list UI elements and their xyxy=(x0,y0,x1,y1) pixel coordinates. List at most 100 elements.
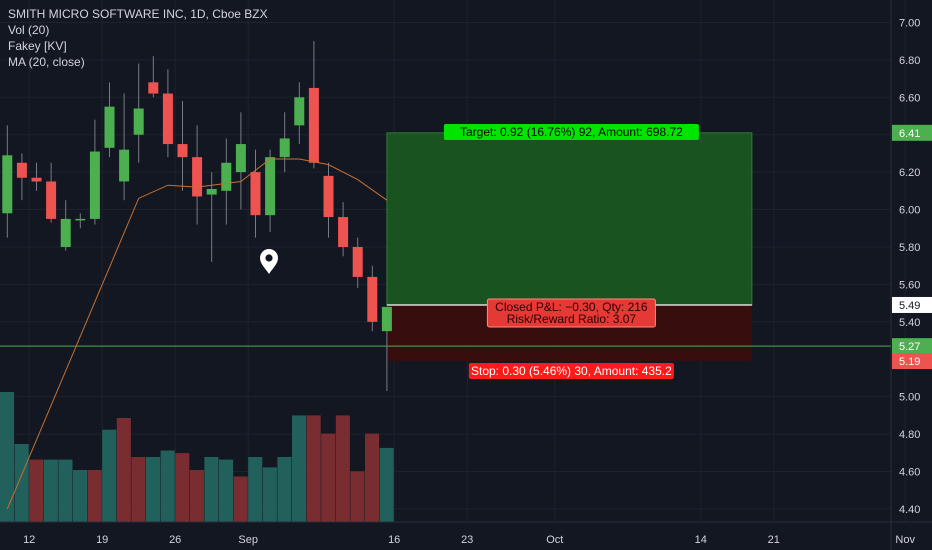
candle-body[interactable] xyxy=(133,108,144,135)
volume-bar xyxy=(131,457,146,522)
map-marker-hole xyxy=(265,254,273,262)
candle-body[interactable] xyxy=(89,151,100,219)
volume-bar xyxy=(335,415,350,522)
x-tick-label: 26 xyxy=(169,534,181,546)
volume-bar xyxy=(306,415,321,522)
candle-body[interactable] xyxy=(104,106,115,148)
price-label-box[interactable] xyxy=(892,338,932,355)
candle-body[interactable] xyxy=(60,218,71,247)
x-tick-label: 12 xyxy=(23,534,35,546)
volume-bar xyxy=(43,459,58,522)
price-label: 5.19 xyxy=(899,356,920,368)
price-label-box[interactable] xyxy=(892,296,932,313)
target-label-box[interactable] xyxy=(443,124,699,140)
y-tick-label: 6.00 xyxy=(899,205,920,217)
y-tick-label: 6.20 xyxy=(899,167,920,179)
volume-bar xyxy=(73,470,88,522)
pnl-label: Closed P&L: −0.30, Qty: 216 xyxy=(495,300,648,314)
ma-line xyxy=(6,158,388,510)
volume-bar xyxy=(175,453,190,522)
volume-bar xyxy=(292,415,307,522)
volume-bar xyxy=(262,467,277,522)
map-marker-icon xyxy=(260,249,278,274)
volume-bar xyxy=(189,470,204,522)
price-label-box[interactable] xyxy=(892,353,932,370)
candle-body[interactable] xyxy=(177,144,188,158)
legend: SMITH MICRO SOFTWARE INC, 1D, Cboe BZX V… xyxy=(8,6,268,70)
x-tick-label: 21 xyxy=(768,534,780,546)
candle-body[interactable] xyxy=(250,172,261,216)
candle-body[interactable] xyxy=(221,162,232,191)
volume-bar xyxy=(160,450,175,522)
y-tick-label: 5.00 xyxy=(899,392,920,404)
candle-body[interactable] xyxy=(75,218,86,221)
volume-bar xyxy=(233,476,248,522)
volume-bar xyxy=(102,429,117,522)
x-tick-label: Nov xyxy=(895,534,915,546)
candle-body[interactable] xyxy=(279,138,290,158)
candle-body[interactable] xyxy=(31,177,42,182)
volume-bar xyxy=(219,459,234,522)
price-label: 6.41 xyxy=(899,128,920,140)
volume-bar xyxy=(116,418,131,522)
y-tick-label: 5.80 xyxy=(899,242,920,254)
candle-body[interactable] xyxy=(352,246,363,277)
y-tick-label: 6.80 xyxy=(899,55,920,67)
y-tick-label: 6.60 xyxy=(899,92,920,104)
candle-body[interactable] xyxy=(16,162,27,178)
stop-label: Stop: 0.30 (5.46%) 30, Amount: 435.2 xyxy=(471,364,672,378)
candle-body[interactable] xyxy=(192,157,203,197)
volume-bar xyxy=(350,471,365,522)
y-tick-label: 5.60 xyxy=(899,279,920,291)
candle-body[interactable] xyxy=(323,175,334,218)
volume-bar xyxy=(248,457,263,522)
candle-body[interactable] xyxy=(294,97,305,126)
candle-body[interactable] xyxy=(265,157,276,216)
y-tick-label: 4.40 xyxy=(899,504,920,516)
x-tick-label: 14 xyxy=(695,534,707,546)
legend-ma[interactable]: MA (20, close) xyxy=(8,55,85,69)
volume-bar xyxy=(87,470,102,522)
volume-bar xyxy=(365,433,380,522)
volume-bar xyxy=(321,433,336,522)
volume-bar xyxy=(204,457,219,522)
x-tick-label: 16 xyxy=(388,534,400,546)
x-tick-label: 23 xyxy=(461,534,473,546)
price-label: 5.49 xyxy=(899,300,920,312)
volume-bar xyxy=(58,459,73,522)
y-tick-label: 4.60 xyxy=(899,466,920,478)
volume-bar xyxy=(29,459,44,522)
target-zone[interactable] xyxy=(386,132,753,306)
legend-vol[interactable]: Vol (20) xyxy=(8,23,50,37)
volume-bar xyxy=(0,392,15,522)
pnl-label-box[interactable] xyxy=(486,298,656,328)
candle-body[interactable] xyxy=(162,93,173,145)
candle-body[interactable] xyxy=(367,276,378,322)
candle-body[interactable] xyxy=(235,144,246,173)
candle-body[interactable] xyxy=(381,306,392,332)
legend-fakey[interactable]: Fakey [KV] xyxy=(8,39,67,53)
candle-body[interactable] xyxy=(119,149,130,182)
x-tick-label: 19 xyxy=(96,534,108,546)
target-label: Target: 0.92 (16.76%) 92, Amount: 698.72 xyxy=(460,125,683,139)
legend-title[interactable]: SMITH MICRO SOFTWARE INC, 1D, Cboe BZX xyxy=(8,7,268,21)
rr-label: Risk/Reward Ratio: 3.07 xyxy=(507,312,637,326)
candle-body[interactable] xyxy=(2,155,13,214)
x-tick-label: Oct xyxy=(546,534,563,546)
y-tick-label: 7.00 xyxy=(899,17,920,29)
price-label: 5.27 xyxy=(899,341,920,353)
stop-label-box[interactable] xyxy=(468,363,674,379)
candle-body[interactable] xyxy=(206,188,217,195)
candle-body[interactable] xyxy=(46,181,57,219)
x-tick-label: Sep xyxy=(238,534,258,546)
volume-bar xyxy=(277,457,292,522)
candle-body[interactable] xyxy=(338,217,349,247)
candle-body[interactable] xyxy=(148,82,159,94)
volume-bar xyxy=(146,457,161,522)
volume-bar xyxy=(379,447,394,522)
candle-body[interactable] xyxy=(308,87,319,163)
volume-bar xyxy=(14,444,29,522)
price-label-box[interactable] xyxy=(892,124,932,141)
